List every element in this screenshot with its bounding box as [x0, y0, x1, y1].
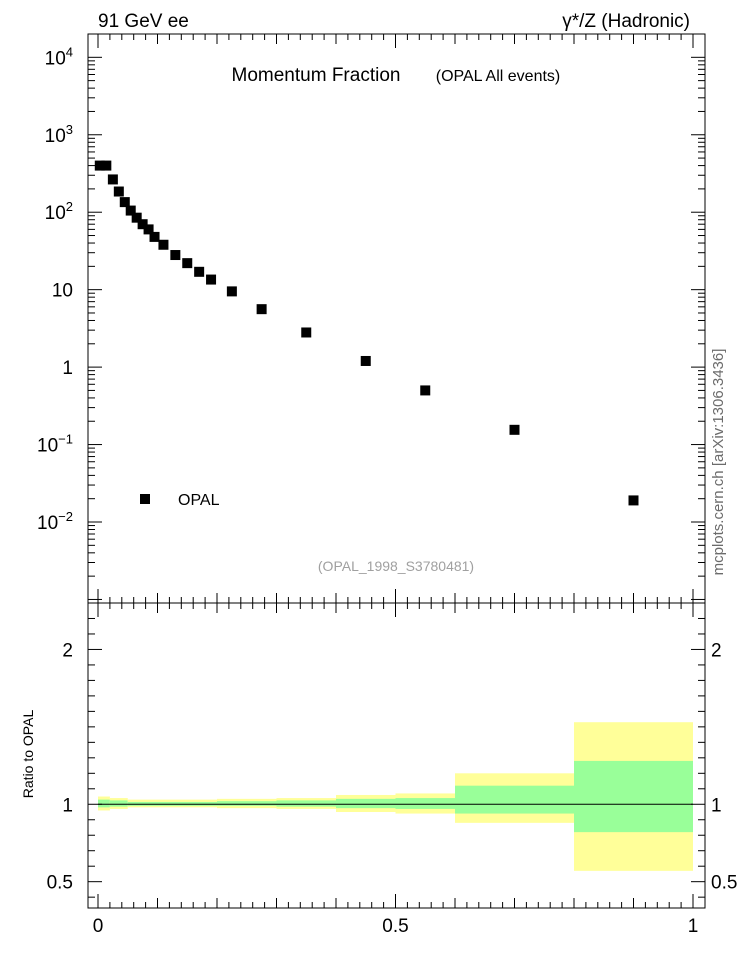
data-point	[101, 160, 112, 171]
data-point	[149, 231, 160, 242]
main-y-tick-label: 102	[45, 199, 73, 224]
ratio-ylabel: Ratio to OPAL	[20, 710, 36, 799]
plot-title: Momentum Fraction	[232, 65, 401, 86]
data-point	[226, 286, 237, 297]
ratio-x-tick-label: 1	[688, 916, 699, 937]
main-plot-frame	[87, 33, 706, 604]
data-point	[628, 495, 639, 506]
main-plot: Momentum Fraction (OPAL All events) (OPA…	[37, 33, 706, 604]
ratio-y-tick-label-right: 2	[711, 640, 722, 661]
ratio-plot: Ratio to OPAL 0.5 0.5 1 1 2 2 0 0.5 1	[20, 602, 737, 937]
legend-marker	[140, 494, 150, 504]
ratio-inner-band	[276, 800, 336, 807]
ratio-inner-band	[98, 799, 110, 808]
legend-label: OPAL	[178, 492, 220, 509]
main-y-tick-label: 103	[45, 122, 73, 147]
data-point	[143, 224, 154, 235]
ratio-inner-band	[395, 798, 455, 809]
ratio-inner-band	[574, 760, 693, 833]
ratio-inner-band	[217, 801, 277, 806]
header-left: 91 GeV ee	[98, 11, 189, 32]
plot-watermark: (OPAL_1998_S3780481)	[318, 558, 474, 574]
data-point	[158, 239, 169, 250]
data-point	[194, 266, 205, 277]
ratio-inner-band	[109, 800, 128, 807]
data-point	[206, 274, 217, 285]
main-y-tick-label: 10−1	[37, 432, 73, 457]
header-right: γ*/Z (Hadronic)	[562, 11, 690, 32]
main-y-tick-label: 104	[45, 44, 73, 69]
data-point	[301, 327, 312, 338]
data-point	[119, 197, 130, 208]
ratio-y-tick-label: 0.5	[47, 873, 73, 894]
main-y-tick-label: 1	[62, 358, 73, 379]
data-point	[113, 186, 124, 197]
ratio-y-tick-label: 2	[62, 640, 73, 661]
data-point	[360, 355, 371, 366]
ratio-inner-band	[455, 785, 574, 814]
data-point	[137, 219, 148, 230]
ratio-y-tick-label-right: 0.5	[711, 873, 737, 894]
ratio-y-tick-label: 1	[62, 795, 73, 816]
plot-subtitle: (OPAL All events)	[436, 68, 561, 85]
data-point	[256, 304, 267, 315]
ratio-x-tick-label: 0	[93, 916, 104, 937]
ratio-inner-band	[336, 798, 396, 809]
ratio-plot-frame	[87, 602, 706, 909]
main-y-tick-label: 10	[52, 281, 73, 302]
data-point	[420, 385, 431, 396]
main-y-tick-label: 10−2	[37, 509, 73, 534]
ratio-y-tick-label-right: 1	[711, 795, 722, 816]
data-point	[131, 212, 142, 223]
side-label: mcplots.cern.ch [arXiv:1306.3436]	[710, 349, 727, 576]
data-point	[94, 160, 105, 171]
data-point	[182, 258, 193, 269]
data-point	[170, 250, 181, 261]
ratio-x-tick-label: 0.5	[382, 916, 408, 937]
data-point	[509, 424, 520, 435]
data-point	[125, 205, 136, 216]
data-point	[107, 174, 118, 185]
